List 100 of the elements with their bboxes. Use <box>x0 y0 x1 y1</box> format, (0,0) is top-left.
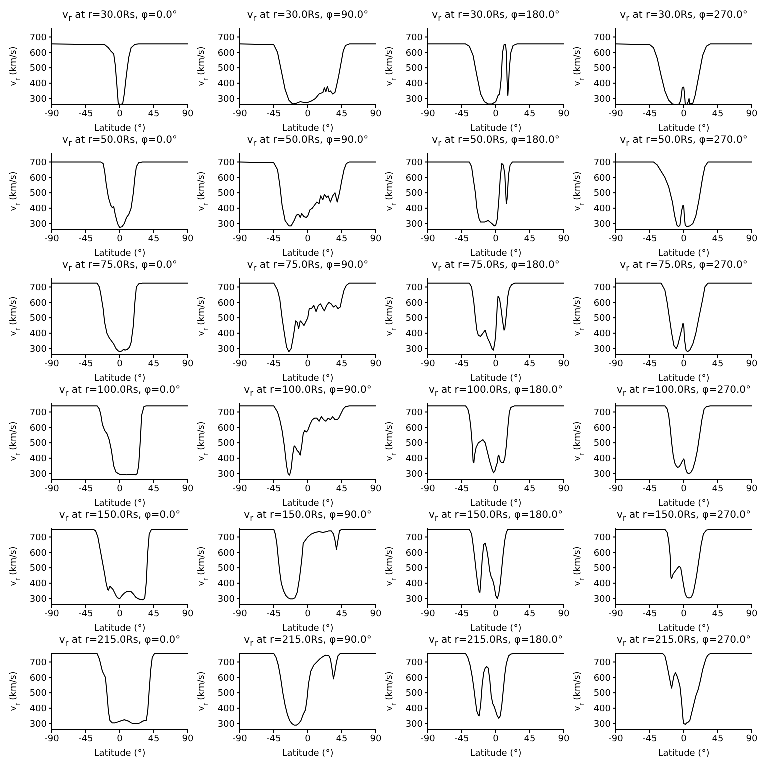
y-tick-label: 400 <box>218 80 236 90</box>
x-tick-label: 0 <box>681 359 688 370</box>
x-tick-label: 0 <box>117 734 124 744</box>
x-tick-label: 45 <box>336 359 348 370</box>
x-tick-label: 90 <box>558 359 570 370</box>
x-tick-label: -45 <box>266 109 282 120</box>
y-tick-label: 700 <box>218 408 236 418</box>
chart-title: v$_{r}$ at r=100.0Rs, φ=270.0° <box>616 384 752 399</box>
x-tick-label: 90 <box>370 484 382 494</box>
y-tick-label: 400 <box>594 454 612 465</box>
y-tick-label: 500 <box>30 314 48 324</box>
y-tick-label: 700 <box>218 33 236 44</box>
chart-title: v$_{r}$ at r=50.0Rs, φ=0.0° <box>62 134 178 149</box>
x-tick-label: 0 <box>305 609 312 620</box>
x-tick-label: 90 <box>558 234 570 244</box>
y-tick-label: 500 <box>218 564 236 574</box>
chart-title: v$_{r}$ at r=215.0Rs, φ=0.0° <box>58 634 182 649</box>
y-tick-label: 300 <box>30 345 48 356</box>
x-tick-label: 0 <box>493 484 500 494</box>
x-tick-label: 90 <box>746 484 758 494</box>
y-tick-label: 500 <box>406 189 424 200</box>
x-tick-label: 45 <box>712 734 724 744</box>
y-tick-label: 600 <box>406 424 424 434</box>
y-tick-label: 400 <box>594 204 612 215</box>
x-tick-label: 90 <box>370 609 382 620</box>
x-tick-label: -90 <box>420 734 436 744</box>
x-axis-title: Latitude (°) <box>282 749 334 759</box>
y-tick-label: 300 <box>406 95 424 106</box>
x-tick-label: -90 <box>232 359 248 370</box>
x-tick-label: -90 <box>232 609 248 620</box>
x-tick-label: 90 <box>746 734 758 744</box>
x-tick-label: -45 <box>642 359 658 370</box>
y-tick-label: 600 <box>594 298 612 309</box>
y-tick-label: 500 <box>218 189 236 200</box>
x-tick-label: 45 <box>148 109 160 120</box>
y-tick-label: 400 <box>30 580 48 590</box>
chart-title: v$_{r}$ at r=100.0Rs, φ=0.0° <box>58 384 182 399</box>
chart-title: v$_{r}$ at r=100.0Rs, φ=180.0° <box>428 384 564 399</box>
x-tick-label: 45 <box>524 609 536 620</box>
x-tick-label: -90 <box>420 109 436 120</box>
x-tick-label: -45 <box>454 734 470 744</box>
y-tick-label: 400 <box>406 80 424 90</box>
line-series <box>52 406 188 476</box>
y-tick-label: 500 <box>30 189 48 200</box>
chart-title: v$_{r}$ at r=150.0Rs, φ=180.0° <box>428 509 564 524</box>
y-tick-label: 500 <box>30 64 48 74</box>
y-tick-label: 700 <box>30 33 48 44</box>
x-tick-label: 0 <box>117 609 124 620</box>
x-axis-title: Latitude (°) <box>94 499 146 509</box>
x-tick-label: -45 <box>266 609 282 620</box>
y-tick-label: 500 <box>594 189 612 200</box>
y-tick-label: 300 <box>594 220 612 230</box>
y-tick-label: 400 <box>406 454 424 465</box>
y-tick-label: 300 <box>30 220 48 230</box>
chart-title: v$_{r}$ at r=215.0Rs, φ=90.0° <box>243 634 373 649</box>
x-tick-label: -45 <box>642 109 658 120</box>
y-tick-label: 400 <box>30 704 48 715</box>
y-tick-label: 500 <box>218 689 236 700</box>
x-axis-title: Latitude (°) <box>658 749 710 759</box>
x-tick-label: -90 <box>420 359 436 370</box>
y-tick-label: 500 <box>594 314 612 324</box>
x-tick-label: 0 <box>493 109 500 120</box>
y-tick-label: 700 <box>218 533 236 544</box>
x-tick-label: 90 <box>182 359 194 370</box>
x-tick-label: -45 <box>266 734 282 744</box>
x-tick-label: 0 <box>117 359 124 370</box>
x-tick-label: -90 <box>44 484 60 494</box>
y-tick-label: 600 <box>218 298 236 309</box>
y-tick-label: 700 <box>594 658 612 668</box>
x-tick-label: 0 <box>305 234 312 244</box>
y-tick-label: 700 <box>406 158 424 168</box>
x-tick-label: 45 <box>712 484 724 494</box>
x-tick-label: 45 <box>336 484 348 494</box>
x-tick-label: 0 <box>493 734 500 744</box>
y-tick-label: 400 <box>218 704 236 715</box>
x-tick-label: 90 <box>558 484 570 494</box>
x-axis-title: Latitude (°) <box>658 124 710 134</box>
x-tick-label: 45 <box>148 734 160 744</box>
x-axis-title: Latitude (°) <box>282 249 334 259</box>
x-axis-title: Latitude (°) <box>282 124 334 134</box>
y-tick-label: 700 <box>30 408 48 418</box>
x-tick-label: -45 <box>78 359 94 370</box>
y-tick-label: 500 <box>406 689 424 700</box>
x-tick-label: -90 <box>608 234 624 244</box>
chart-title: v$_{r}$ at r=30.0Rs, φ=270.0° <box>619 9 749 24</box>
chart-title: v$_{r}$ at r=30.0Rs, φ=0.0° <box>62 9 178 24</box>
x-tick-label: -45 <box>78 109 94 120</box>
x-tick-label: -45 <box>642 484 658 494</box>
y-tick-label: 700 <box>406 283 424 294</box>
x-tick-label: -45 <box>454 234 470 244</box>
y-tick-label: 700 <box>218 283 236 294</box>
chart-title: v$_{r}$ at r=50.0Rs, φ=180.0° <box>431 134 561 149</box>
y-tick-label: 300 <box>218 470 236 480</box>
x-tick-label: 90 <box>746 234 758 244</box>
x-tick-label: -90 <box>232 109 248 120</box>
y-tick-label: 500 <box>406 314 424 324</box>
x-axis-title: Latitude (°) <box>282 499 334 509</box>
x-tick-label: 0 <box>305 109 312 120</box>
y-tick-label: 500 <box>30 689 48 700</box>
x-tick-label: 45 <box>712 109 724 120</box>
